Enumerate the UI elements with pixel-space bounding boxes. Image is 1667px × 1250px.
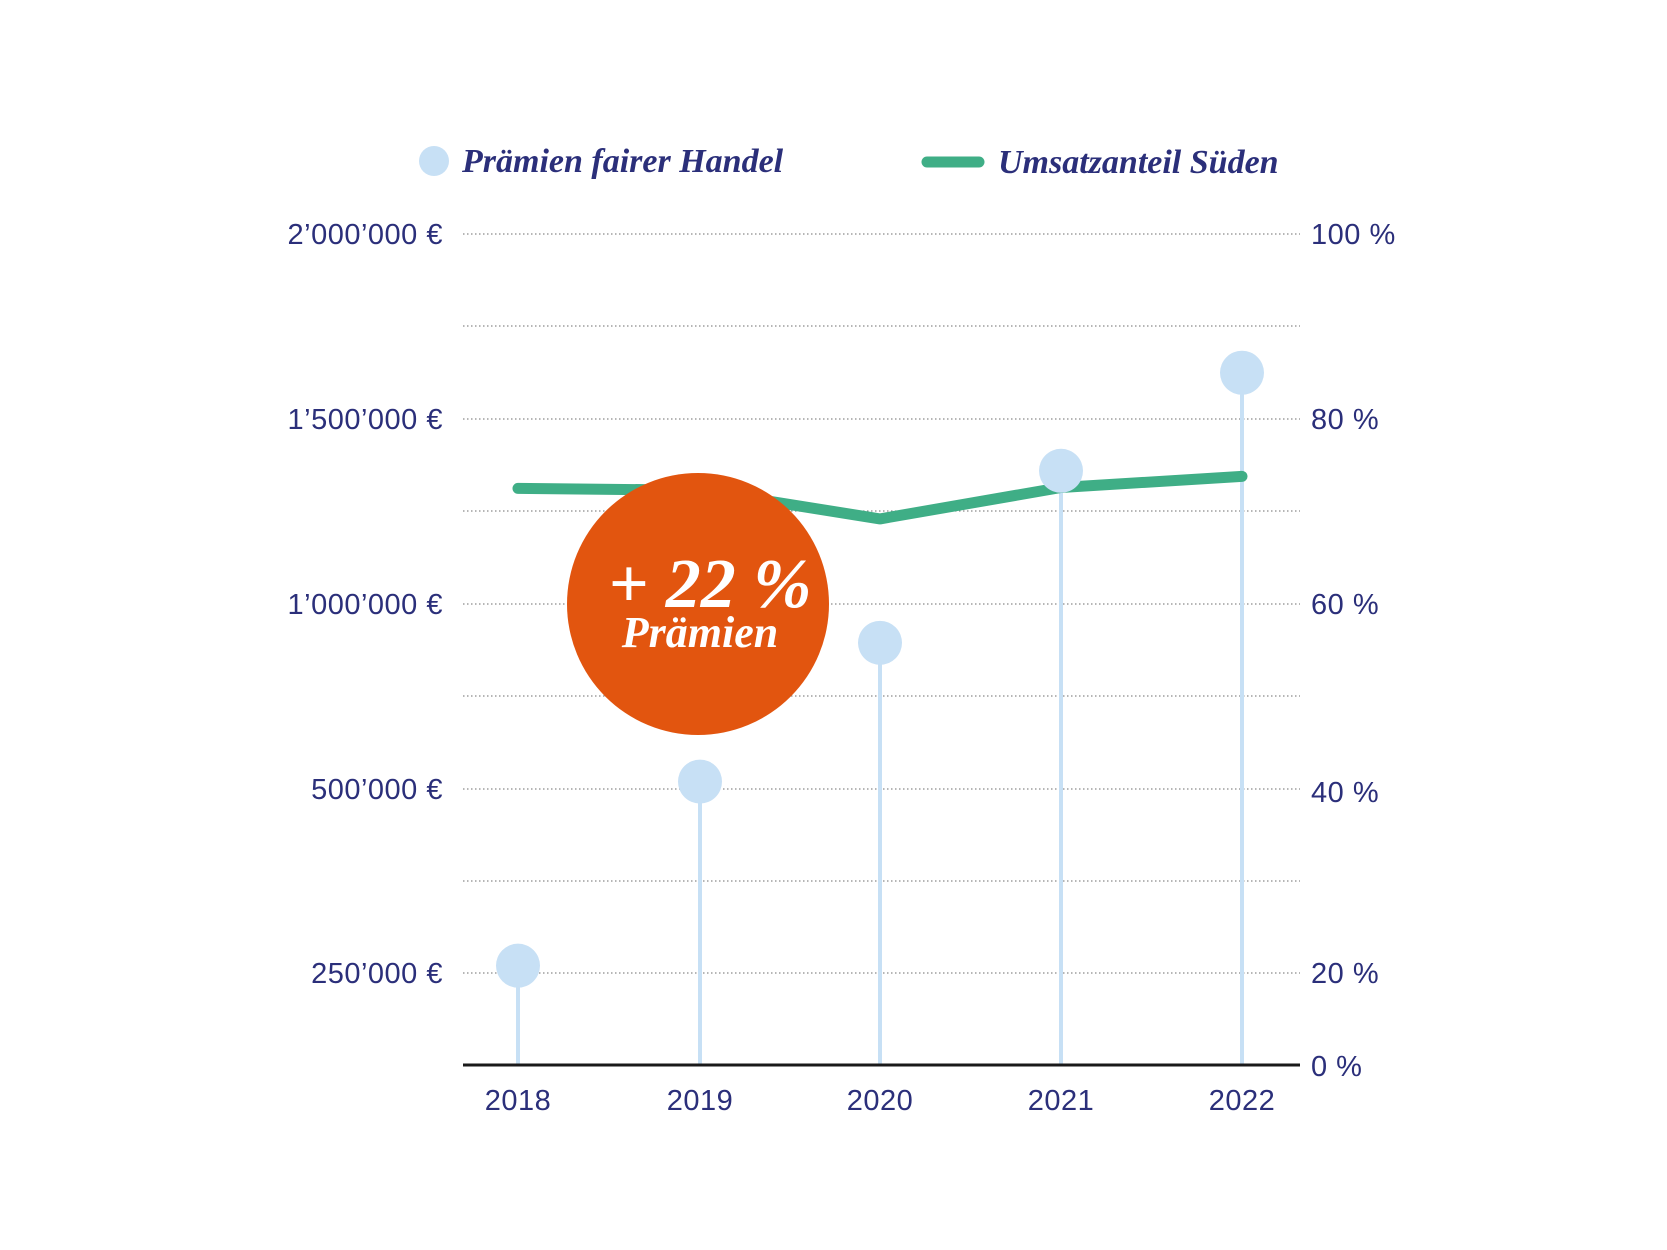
y-right-tick-label: 100 % [1311,219,1396,251]
lollipop-dot [1039,448,1083,493]
legend: Prämien fairer Handel Umsatzanteil Süden [419,143,1279,181]
badge-line-2: Prämien [621,608,778,657]
lollipop-stems [516,372,1244,1065]
y-right-tick-label: 20 % [1311,958,1379,990]
x-tick-label: 2020 [847,1085,914,1117]
axes: 2’000’000 € 1’500’000 € 1’000’000 € 500’000… [288,219,1396,1117]
growth-badge: + 22 % Prämien [567,473,829,735]
lollipop-dot [496,943,540,988]
x-tick-label: 2018 [485,1085,552,1117]
badge-line-1: + 22 % [608,546,811,623]
x-tick-label: 2019 [667,1085,734,1117]
badge-circle [567,473,829,735]
y-left-tick-label: 500’000 € [311,774,443,806]
y-left-tick-label: 2’000’000 € [288,219,443,251]
y-right-tick-label: 40 % [1311,777,1379,809]
x-tick-label: 2022 [1209,1085,1276,1117]
lollipop-dot [1220,350,1264,395]
y-right-tick-label: 80 % [1311,404,1379,436]
y-right-tick-label: 60 % [1311,589,1379,621]
lollipop-dot [858,620,902,665]
lollipop-dot [678,759,722,804]
y-left-tick-label: 1’500’000 € [288,404,443,436]
legend-dot-marker [419,146,449,176]
legend-label-share: Umsatzanteil Süden [998,144,1279,181]
y-right-tick-label: 0 % [1311,1051,1362,1083]
y-left-tick-label: 1’000’000 € [288,589,443,621]
x-tick-label: 2021 [1028,1085,1095,1117]
gridlines [463,233,1300,974]
y-left-tick-label: 250’000 € [311,958,443,990]
lollipop-dots [496,350,1264,988]
legend-label-premiums: Prämien fairer Handel [461,143,784,180]
